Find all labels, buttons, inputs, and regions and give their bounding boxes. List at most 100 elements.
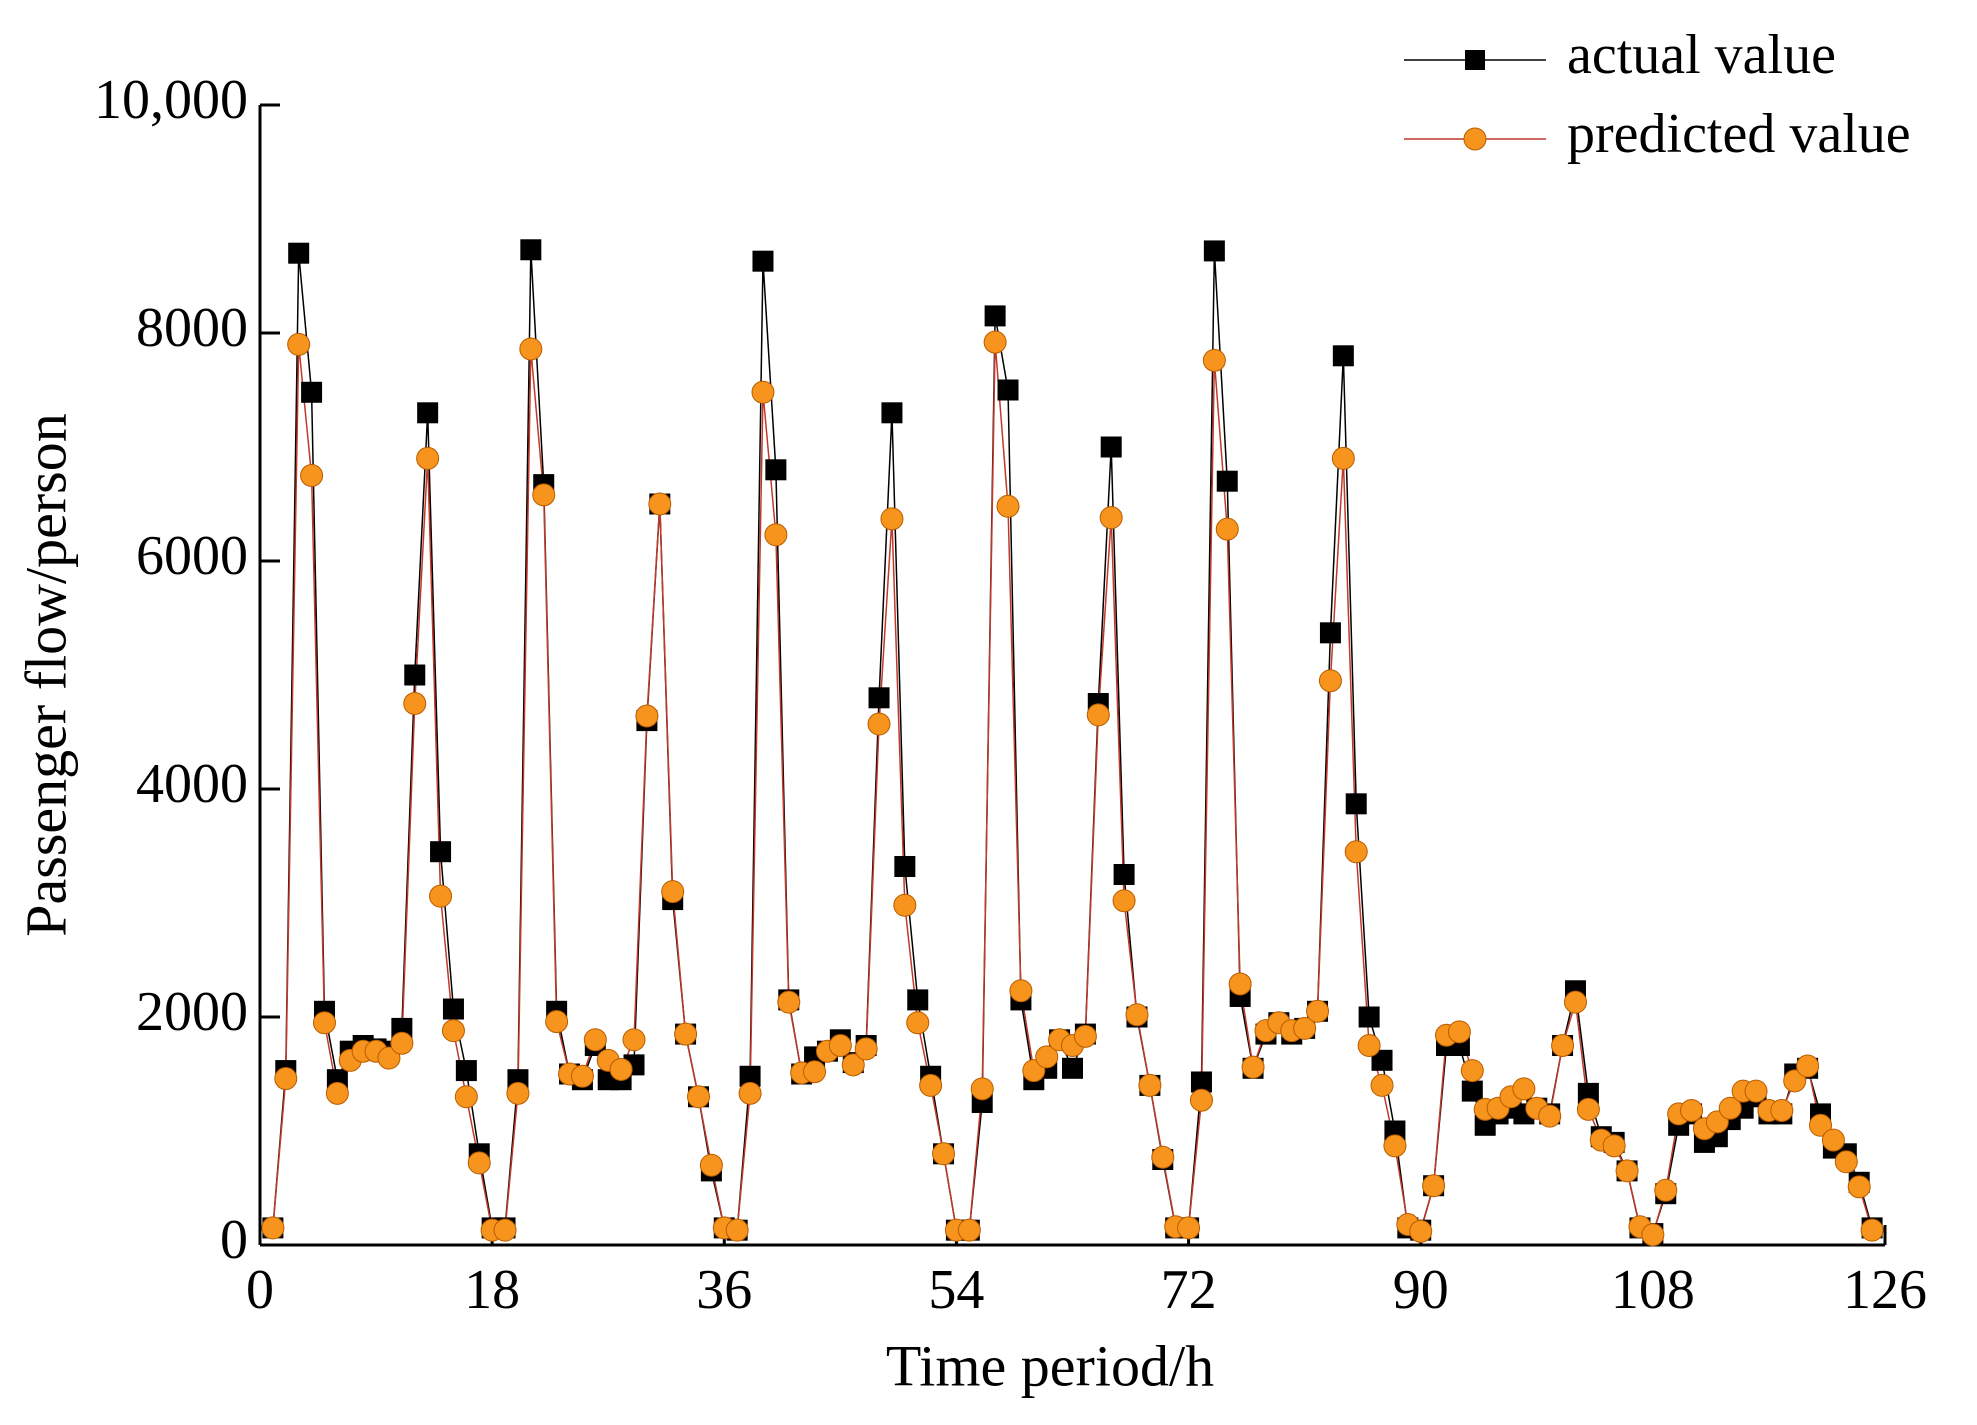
point xyxy=(1331,446,1355,470)
point xyxy=(1345,793,1367,815)
x-axis-label: Time period/h xyxy=(886,1333,1214,1398)
point xyxy=(1319,622,1341,644)
point xyxy=(1821,1128,1845,1152)
point xyxy=(1125,1003,1149,1027)
point xyxy=(894,856,916,878)
point xyxy=(803,1060,827,1084)
point xyxy=(906,1011,930,1035)
point xyxy=(674,1022,698,1046)
point xyxy=(996,494,1020,518)
point xyxy=(377,1046,401,1070)
point xyxy=(519,337,543,361)
point xyxy=(1602,1134,1626,1158)
point xyxy=(545,1010,569,1034)
legend-label: predicted value xyxy=(1567,103,1911,165)
point xyxy=(957,1218,981,1242)
point xyxy=(441,1019,465,1043)
point xyxy=(1409,1219,1433,1243)
point xyxy=(1100,436,1122,458)
y-tick-label: 2000 xyxy=(136,981,248,1043)
point xyxy=(764,523,788,547)
point xyxy=(1009,979,1033,1003)
point xyxy=(532,483,556,507)
point xyxy=(430,841,452,863)
point xyxy=(1113,864,1135,885)
point xyxy=(1202,348,1226,372)
point xyxy=(429,884,453,908)
point xyxy=(686,1085,710,1109)
point xyxy=(635,704,659,728)
point xyxy=(1576,1097,1600,1121)
point xyxy=(622,1028,646,1052)
x-tick-label: 18 xyxy=(464,1259,520,1321)
point xyxy=(1062,1057,1083,1079)
point xyxy=(997,379,1019,401)
point xyxy=(609,1057,633,1081)
point xyxy=(919,1073,943,1097)
point xyxy=(1744,1079,1768,1103)
point xyxy=(1318,669,1342,693)
point xyxy=(1112,889,1136,913)
point xyxy=(403,692,427,715)
point xyxy=(725,1218,749,1242)
point xyxy=(648,492,672,516)
point xyxy=(1847,1175,1871,1199)
point xyxy=(1370,1073,1394,1097)
point xyxy=(1357,1034,1381,1057)
point xyxy=(1551,1034,1575,1057)
x-tick-label: 36 xyxy=(696,1259,752,1321)
point xyxy=(1538,1104,1562,1128)
legend-marker xyxy=(1463,127,1487,151)
point xyxy=(1770,1098,1794,1122)
point xyxy=(274,1067,298,1091)
point xyxy=(1460,1059,1484,1083)
point xyxy=(1422,1174,1446,1198)
point xyxy=(854,1037,878,1061)
y-axis-label: Passenger flow/person xyxy=(13,413,78,937)
point xyxy=(1035,1045,1059,1069)
point xyxy=(455,1060,477,1082)
point xyxy=(1783,1069,1807,1093)
point xyxy=(325,1081,349,1105)
legend-label: actual value xyxy=(1567,24,1836,86)
point xyxy=(867,712,891,736)
point xyxy=(1241,1055,1265,1079)
point xyxy=(1099,506,1123,530)
x-tick-label: 90 xyxy=(1393,1259,1449,1321)
point xyxy=(893,893,917,917)
point xyxy=(1563,990,1587,1014)
point xyxy=(970,1077,994,1101)
point xyxy=(520,239,542,261)
point xyxy=(570,1064,594,1088)
point xyxy=(1834,1150,1858,1174)
point xyxy=(312,1011,336,1035)
point xyxy=(1344,840,1368,864)
point xyxy=(1189,1088,1213,1112)
point xyxy=(583,1028,607,1052)
point xyxy=(1215,517,1239,541)
point xyxy=(881,402,903,424)
point xyxy=(1512,1077,1536,1101)
point xyxy=(1383,1134,1407,1158)
point xyxy=(1680,1098,1704,1122)
point xyxy=(261,1216,285,1240)
point xyxy=(417,402,439,424)
point xyxy=(1151,1145,1175,1169)
point xyxy=(1086,703,1110,727)
point xyxy=(301,381,323,403)
x-tick-label: 0 xyxy=(246,1259,274,1321)
point xyxy=(751,380,775,404)
point xyxy=(1809,1113,1833,1137)
point xyxy=(1654,1178,1678,1202)
x-tick-label: 126 xyxy=(1843,1259,1927,1321)
point xyxy=(1461,1080,1483,1102)
y-tick-label: 6000 xyxy=(136,525,248,587)
y-tick-label: 0 xyxy=(220,1209,248,1271)
y-tick-label: 4000 xyxy=(136,753,248,815)
point xyxy=(699,1153,723,1177)
point xyxy=(1796,1054,1820,1078)
x-tick-label: 108 xyxy=(1611,1259,1695,1321)
point xyxy=(493,1218,517,1242)
point xyxy=(984,305,1006,327)
